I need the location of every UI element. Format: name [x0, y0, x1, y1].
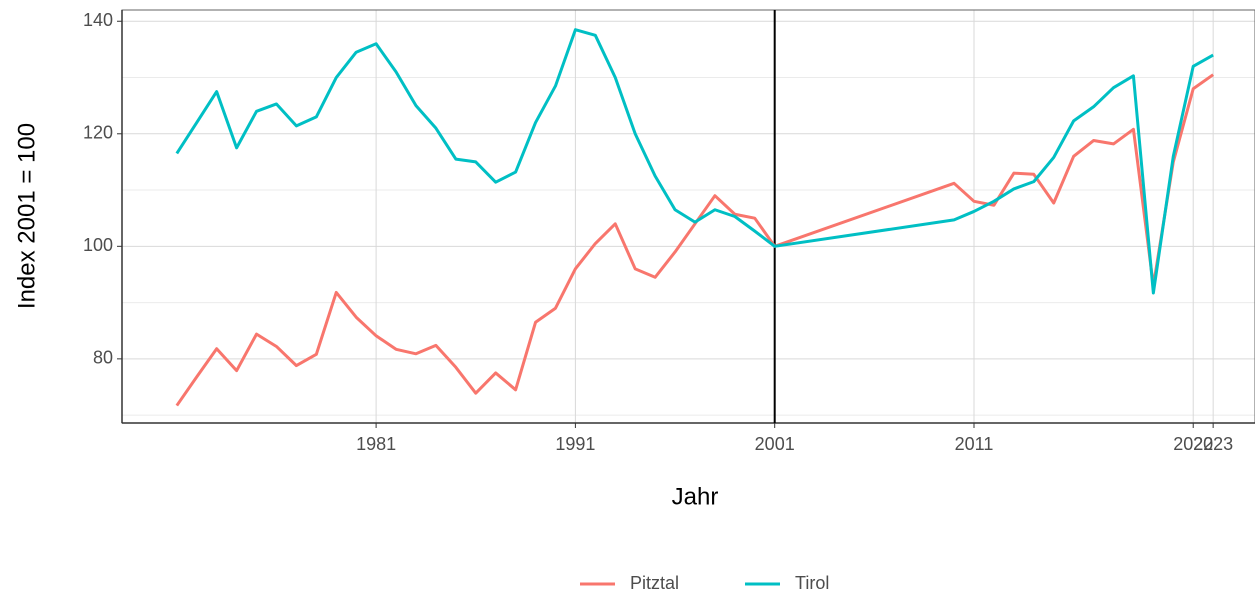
x-tick-label: 2011	[955, 434, 994, 454]
y-tick-label: 140	[83, 10, 113, 30]
x-tick-label: 1991	[555, 434, 595, 454]
x-tick-label: 2023	[1193, 434, 1233, 454]
y-tick-label: 100	[83, 235, 113, 255]
y-tick-label: 80	[93, 348, 113, 368]
legend-label: Tirol	[795, 573, 829, 593]
series-line	[175, 73, 1215, 407]
x-tick-label: 1981	[356, 434, 396, 454]
legend-label: Pitztal	[630, 573, 679, 593]
x-tick-label: 2022	[1173, 434, 1213, 454]
y-axis-label: Index 2001 = 100	[13, 123, 40, 309]
series-line	[175, 28, 1214, 295]
x-axis-label: Jahr	[672, 483, 719, 510]
x-tick-label: 2001	[755, 434, 795, 454]
y-tick-label: 120	[83, 123, 113, 143]
